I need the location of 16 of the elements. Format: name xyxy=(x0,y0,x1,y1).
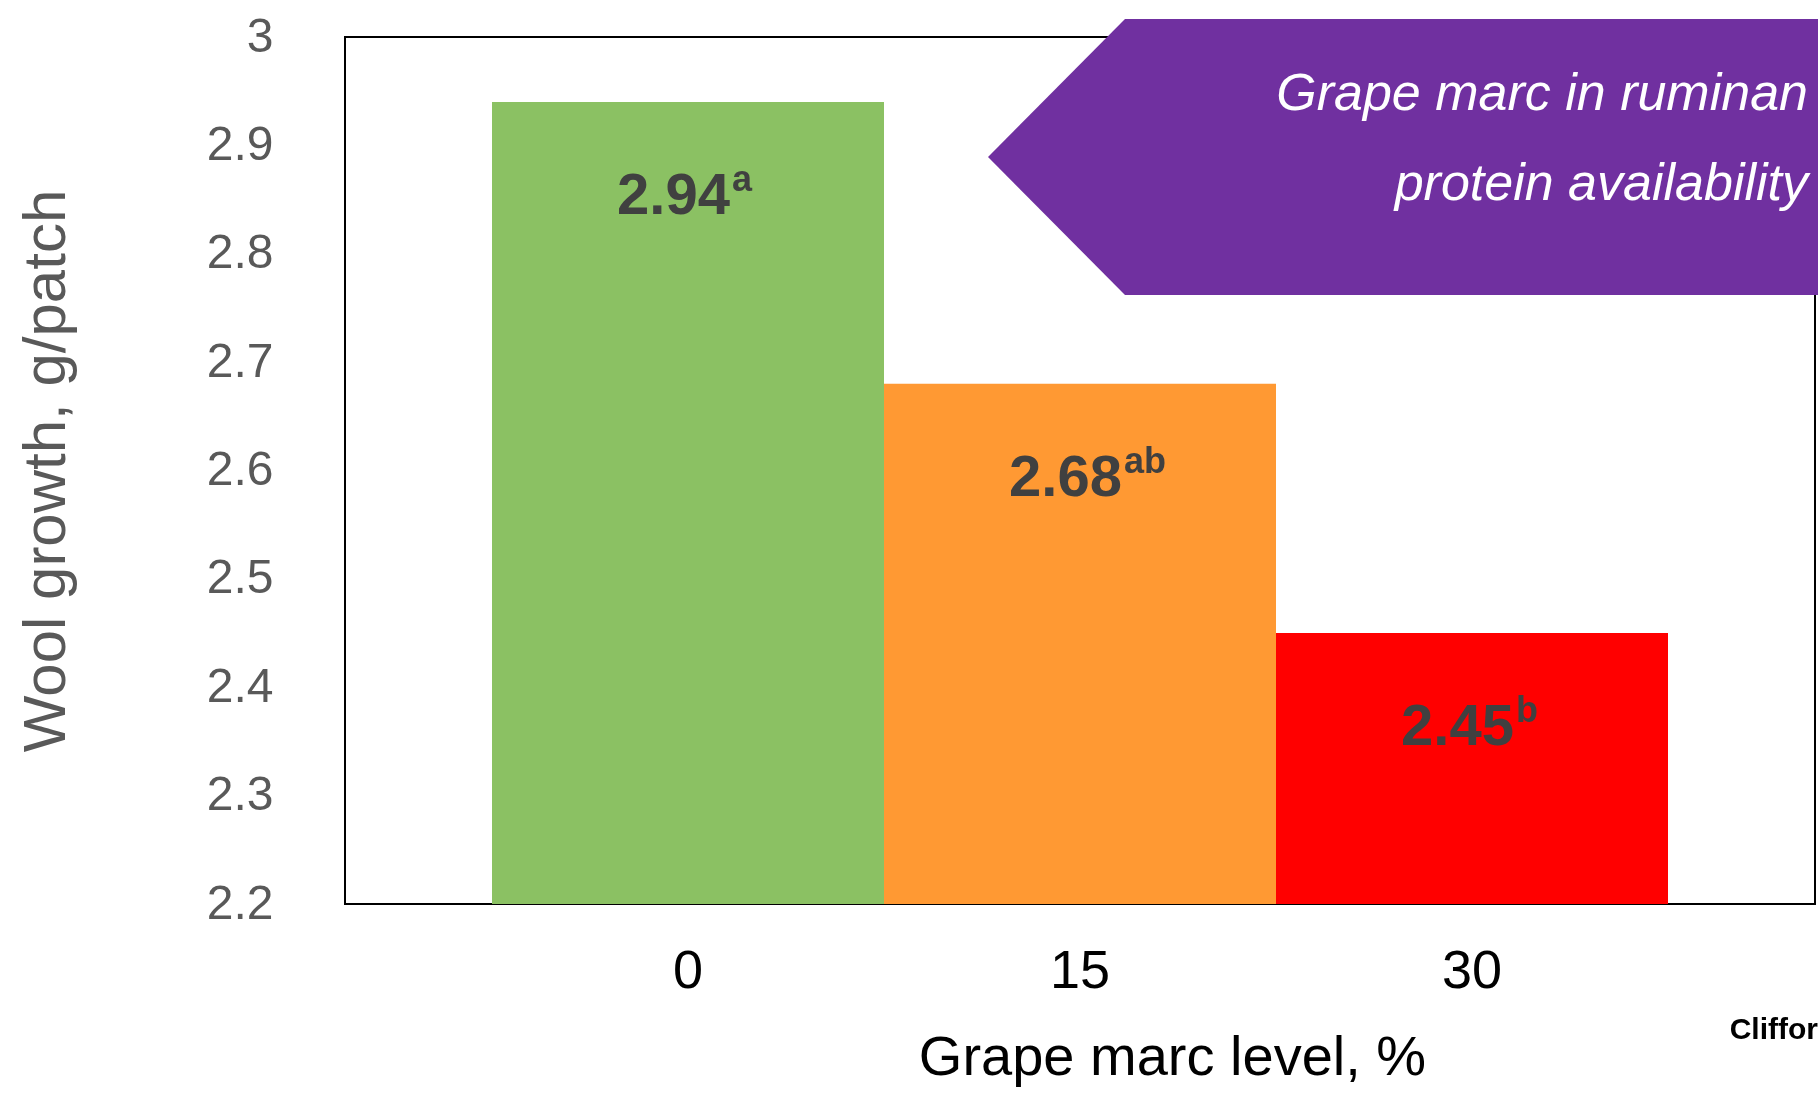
y-tick-label: 2.2 xyxy=(206,875,274,929)
x-tick-label: 15 xyxy=(1049,938,1111,999)
y-axis-title: Wool growth, g/patch xyxy=(10,189,78,753)
y-tick-label: 2.9 xyxy=(206,116,274,170)
x-tick-label: 0 xyxy=(672,938,704,999)
x-axis-title: Grape marc level, % xyxy=(918,1023,1427,1087)
y-tick-label: 2.3 xyxy=(206,767,274,821)
y-tick-label: 2.5 xyxy=(206,550,274,604)
y-tick-label: 2.6 xyxy=(206,442,274,495)
y-tick-label: 2.7 xyxy=(206,333,274,387)
y-tick-label: 2.4 xyxy=(206,658,274,712)
x-tick-label: 30 xyxy=(1441,938,1503,999)
y-tick-label: 3 xyxy=(246,8,274,62)
text: Cliffor xyxy=(1729,1012,1818,1046)
annotation: Grape marc in ruminan xyxy=(1276,62,1808,123)
y-tick-label: 2.8 xyxy=(206,225,274,279)
